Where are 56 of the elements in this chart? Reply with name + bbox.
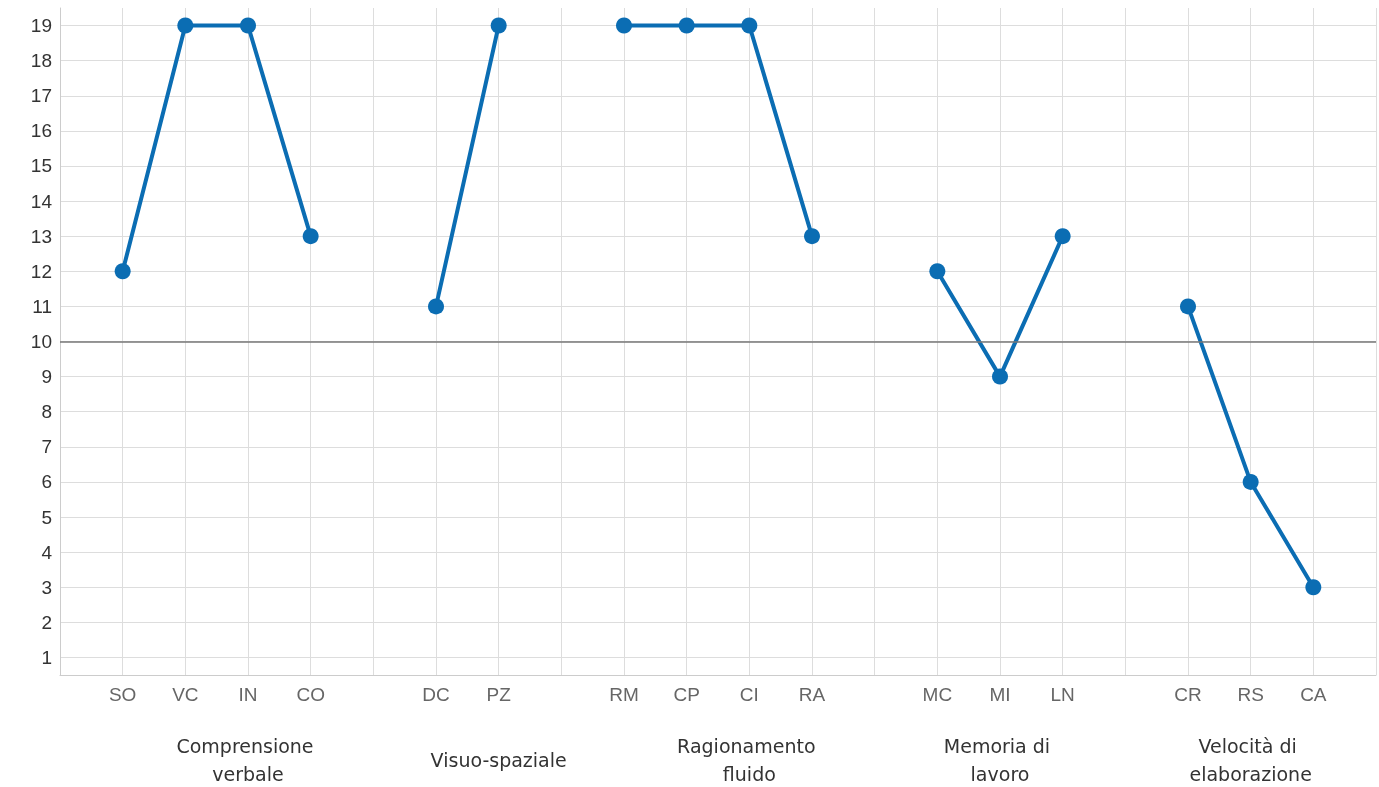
- point: [741, 17, 758, 34]
- y-tick-label: 5: [41, 506, 52, 528]
- x-tick-label: MI: [989, 684, 1011, 705]
- point: [616, 17, 632, 34]
- point: [1054, 228, 1071, 245]
- x-tick-label: CO: [296, 684, 325, 705]
- y-tick-label: 3: [41, 576, 52, 598]
- y-tick-label: 12: [30, 260, 52, 282]
- x-tick-label: CP: [673, 684, 700, 705]
- y-tick-label: 14: [30, 190, 53, 212]
- x-tick-label: RS: [1237, 684, 1264, 705]
- x-tick-label: MC: [922, 684, 953, 705]
- text: Ragionamento fluido: [677, 735, 822, 785]
- point: [240, 17, 256, 34]
- x-tick-label: DC: [422, 684, 450, 705]
- point: [1305, 579, 1322, 596]
- text: Memoria di lavoro: [943, 735, 1057, 785]
- y-tick-label: 1: [41, 646, 52, 668]
- y-tick-label: 2: [41, 611, 52, 633]
- x-tick-label: LN: [1050, 684, 1075, 705]
- point: [992, 368, 1008, 385]
- y-tick-label: 19: [30, 15, 52, 37]
- x-tick-label: SO: [108, 684, 137, 705]
- point: [1180, 298, 1196, 315]
- x-tick-label: CI: [739, 684, 759, 705]
- point: [428, 298, 444, 315]
- y-tick-label: 16: [30, 120, 52, 142]
- x-tick-label: IN: [238, 684, 258, 705]
- point: [177, 17, 194, 34]
- point: [490, 17, 507, 34]
- point: [302, 228, 319, 245]
- point: [929, 263, 946, 280]
- point: [678, 17, 695, 34]
- y-tick-label: 15: [30, 155, 52, 177]
- x-tick-label: RA: [798, 684, 826, 705]
- point: [114, 263, 131, 280]
- point: [804, 228, 820, 245]
- x-tick-label: VC: [172, 684, 199, 705]
- y-tick-label: 13: [30, 225, 52, 247]
- text: Velocità di elaborazione: [1189, 735, 1312, 785]
- x-tick-label: PZ: [486, 684, 512, 705]
- x-tick-label: RM: [609, 684, 639, 705]
- x-tick-label: CR: [1174, 684, 1202, 705]
- y-tick-label: 10: [30, 331, 52, 352]
- y-tick-label: 7: [41, 436, 52, 458]
- y-tick-label: 8: [41, 401, 52, 423]
- y-tick-label: 17: [30, 85, 52, 107]
- text: Comprensione verbale: [176, 735, 320, 785]
- y-tick-label: 18: [30, 50, 52, 72]
- x-tick-label: CA: [1300, 684, 1327, 705]
- y-tick-label: 9: [41, 366, 52, 388]
- y-tick-label: 11: [32, 295, 52, 317]
- point: [1242, 473, 1259, 490]
- y-tick-label: 6: [41, 471, 52, 493]
- text: Visuo-spaziale: [430, 749, 567, 771]
- y-tick-label: 4: [41, 541, 53, 563]
